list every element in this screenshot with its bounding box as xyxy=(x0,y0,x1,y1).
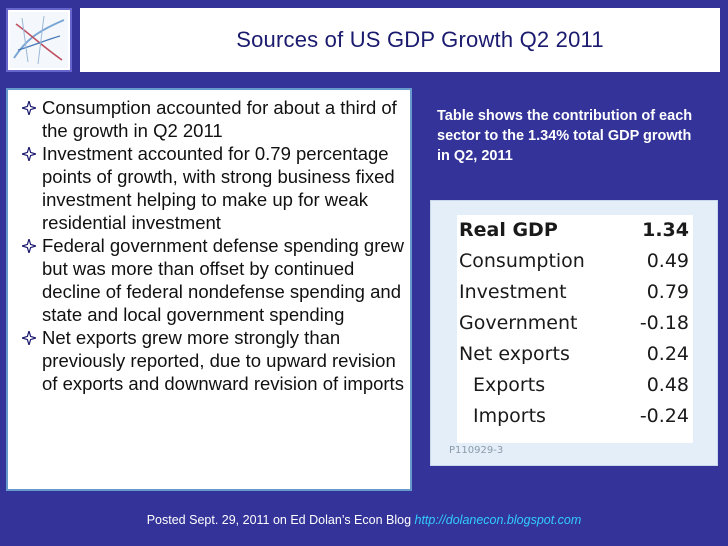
four-point-star-icon xyxy=(16,96,42,119)
row-label: Net exports xyxy=(459,343,570,365)
title-bar: Sources of US GDP Growth Q2 2011 xyxy=(80,8,720,72)
bullet-text: Federal government defense spending grew… xyxy=(42,235,405,325)
row-value: 0.48 xyxy=(646,374,689,396)
bullet-text: Investment accounted for 0.79 percentage… xyxy=(42,143,395,233)
row-label: Government xyxy=(459,312,578,334)
gdp-table: Real GDP 1.34 Consumption 0.49 Investmen… xyxy=(457,215,693,443)
row-label: Imports xyxy=(473,405,546,427)
bullet-item: Net exports grew more strongly than prev… xyxy=(16,326,406,395)
slide-title: Sources of US GDP Growth Q2 2011 xyxy=(236,27,604,52)
table-row: Net exports 0.24 xyxy=(457,339,693,370)
bullet-text: Net exports grew more strongly than prev… xyxy=(42,327,404,394)
bullet-item: Investment accounted for 0.79 percentage… xyxy=(16,142,406,234)
bullet-item: Federal government defense spending grew… xyxy=(16,234,406,326)
row-value: 0.49 xyxy=(646,250,689,272)
footer: Posted Sept. 29, 2011 on Ed Dolan’s Econ… xyxy=(0,513,728,527)
footer-text: Posted Sept. 29, 2011 on Ed Dolan’s Econ… xyxy=(146,513,415,527)
four-point-star-icon xyxy=(16,326,42,349)
four-point-star-icon xyxy=(16,142,42,165)
row-label: Investment xyxy=(459,281,567,303)
row-value: 0.79 xyxy=(646,281,689,303)
table-row: Government -0.18 xyxy=(457,308,693,339)
bullets-panel: Consumption accounted for about a third … xyxy=(6,88,412,491)
blog-link[interactable]: http://dolanecon.blogspot.com xyxy=(414,513,582,527)
gdp-table-panel: Real GDP 1.34 Consumption 0.49 Investmen… xyxy=(430,200,718,466)
table-row: Investment 0.79 xyxy=(457,277,693,308)
row-label: Consumption xyxy=(459,250,585,272)
row-value: -0.18 xyxy=(639,312,689,334)
bullet-text: Consumption accounted for about a third … xyxy=(42,97,397,141)
row-value: 1.34 xyxy=(642,219,689,241)
table-row: Consumption 0.49 xyxy=(457,246,693,277)
row-value: -0.24 xyxy=(639,405,689,427)
row-value: 0.24 xyxy=(646,343,689,365)
table-row: Imports -0.24 xyxy=(457,401,693,432)
logo-sketch-icon xyxy=(10,12,68,68)
four-point-star-icon xyxy=(16,234,42,257)
row-label: Real GDP xyxy=(459,219,558,241)
bullet-item: Consumption accounted for about a third … xyxy=(16,96,406,142)
row-label: Exports xyxy=(473,374,546,396)
table-row: Exports 0.48 xyxy=(457,370,693,401)
logo xyxy=(6,8,72,72)
table-note: Table shows the contribution of each sec… xyxy=(437,108,693,164)
table-row: Real GDP 1.34 xyxy=(457,215,693,246)
table-code: P110929-3 xyxy=(449,445,504,456)
